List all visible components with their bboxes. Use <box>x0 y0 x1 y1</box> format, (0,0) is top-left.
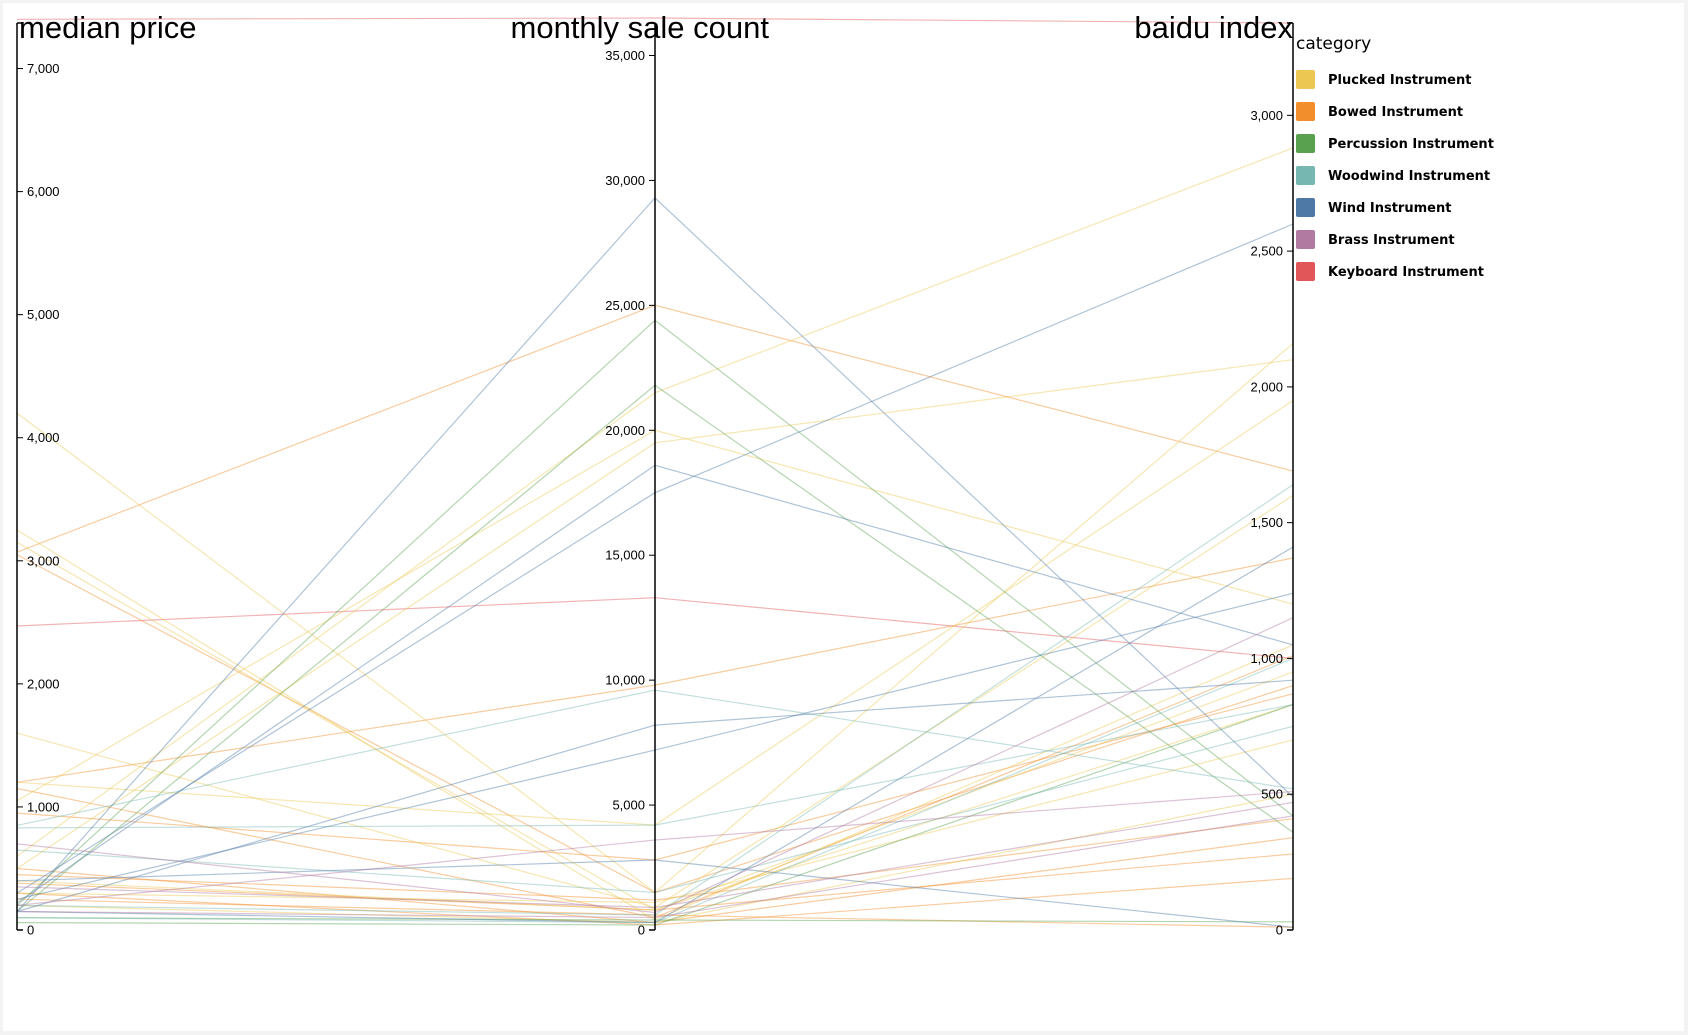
tick-label: 1,000 <box>1250 651 1283 666</box>
axis-baidu-index: 0 500 1,000 1,500 2,000 2,500 3,000 baidu index <box>1134 10 1294 938</box>
series-line-keyboard-instrument <box>16 17 1294 24</box>
tick-label: 2,500 <box>1250 244 1283 259</box>
axes: 0 1,000 2,000 3,000 4,000 5,000 6,000 7,000 medi… <box>16 10 1294 938</box>
tick-label: 4,000 <box>27 430 60 445</box>
legend-item-plucked-instrument: Plucked Instrument <box>1296 70 1471 89</box>
tick-label: 30,000 <box>605 173 645 188</box>
legend-item-wind-instrument: Wind Instrument <box>1296 198 1451 217</box>
tick-label: 6,000 <box>27 184 60 199</box>
legend-label: Wind Instrument <box>1328 201 1451 216</box>
legend-label: Woodwind Instrument <box>1328 169 1490 184</box>
legend-swatch <box>1296 230 1315 249</box>
legend-swatch <box>1296 262 1315 281</box>
tick-label: 5,000 <box>27 307 60 322</box>
tick-label: 500 <box>1261 787 1283 802</box>
tick-label: 15,000 <box>605 548 645 563</box>
tick-label: 1,500 <box>1250 515 1283 530</box>
legend-item-keyboard-instrument: Keyboard Instrument <box>1296 262 1484 281</box>
axis-median-price: 0 1,000 2,000 3,000 4,000 5,000 6,000 7,000 medi… <box>16 10 196 938</box>
axis-title: baidu index <box>1134 10 1293 45</box>
legend-item-bowed-instrument: Bowed Instrument <box>1296 102 1463 121</box>
axis-title: monthly sale count <box>511 10 770 45</box>
chart-frame: 0 1,000 2,000 3,000 4,000 5,000 6,000 7,000 medi… <box>3 3 1684 1031</box>
legend-swatch <box>1296 166 1315 185</box>
legend-item-brass-instrument: Brass Instrument <box>1296 230 1455 249</box>
tick-label: 5,000 <box>612 798 645 813</box>
legend-item-woodwind-instrument: Woodwind Instrument <box>1296 166 1490 185</box>
tick-label: 20,000 <box>605 423 645 438</box>
legend-label: Keyboard Instrument <box>1328 265 1484 280</box>
tick-label: 25,000 <box>605 298 645 313</box>
legend-swatch <box>1296 134 1315 153</box>
tick-label: 10,000 <box>605 673 645 688</box>
legend-label: Plucked Instrument <box>1328 73 1471 88</box>
tick-label: 3,000 <box>27 553 60 568</box>
tick-label: 3,000 <box>1250 108 1283 123</box>
tick-label: 2,000 <box>27 676 60 691</box>
tick-label: 1,000 <box>27 799 60 814</box>
legend-title: category <box>1296 34 1371 54</box>
tick-label: 0 <box>27 923 34 938</box>
tick-label: 7,000 <box>27 61 60 76</box>
legend-label: Brass Instrument <box>1328 233 1455 248</box>
legend-swatch <box>1296 102 1315 121</box>
tick-label: 0 <box>638 923 645 938</box>
tick-label: 0 <box>1276 923 1283 938</box>
legend-swatch <box>1296 198 1315 217</box>
legend-label: Percussion Instrument <box>1328 137 1494 152</box>
parallel-coordinates-chart: 0 1,000 2,000 3,000 4,000 5,000 6,000 7,000 medi… <box>16 10 1494 938</box>
legend-label: Bowed Instrument <box>1328 105 1463 120</box>
tick-label: 2,000 <box>1250 379 1283 394</box>
legend-swatch <box>1296 70 1315 89</box>
axis-title: median price <box>19 10 196 45</box>
legend: category Plucked Instrument Bowed Instrume… <box>1296 34 1494 281</box>
tick-label: 35,000 <box>605 48 645 63</box>
axis-monthly-sale-count: 0 5,000 10,000 15,000 20,000 25,000 30,000 35,0… <box>511 10 770 938</box>
legend-item-percussion-instrument: Percussion Instrument <box>1296 134 1494 153</box>
